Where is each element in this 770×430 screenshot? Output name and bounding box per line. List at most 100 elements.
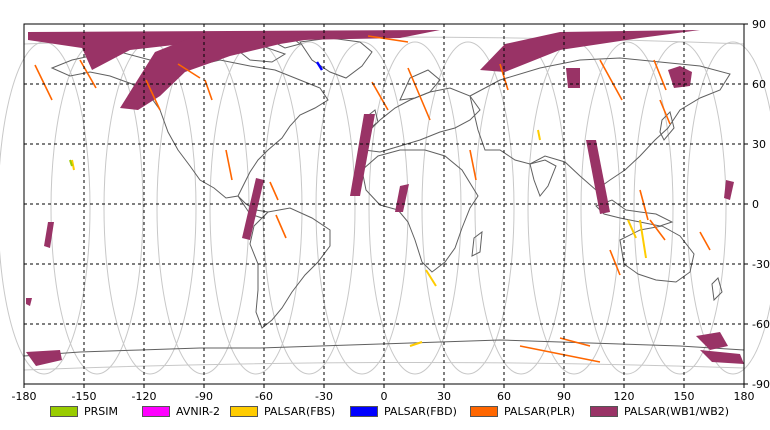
orbit-track [686,41,770,375]
y-tick-label: 0 [752,198,759,211]
y-tick-label: -60 [752,318,770,331]
x-tick-label: 150 [674,390,695,403]
coast-scandinavia [399,69,441,101]
plr-track [469,149,477,181]
x-tick-label: 120 [614,390,635,403]
legend-swatch [470,405,498,417]
wb-swath [724,180,734,200]
plr-track [225,149,233,181]
plr-track [699,231,711,251]
orbit-track [368,41,462,375]
plr-track [659,99,671,125]
plr-track [371,81,389,111]
wb-swath [696,332,728,350]
wb-swath [242,178,264,240]
plr-track [499,63,509,91]
x-tick-label: -30 [315,390,333,403]
coast-asia [469,57,731,191]
plr-track [177,63,201,79]
fbs-track [639,219,647,259]
plr-track [145,79,161,111]
fbs-track [409,341,423,347]
legend-item-palsar-fbs: PALSAR(FBS) [230,402,335,420]
wb-swath [395,184,409,212]
orbit-tracks [0,36,770,375]
coast-madagascar [471,230,483,257]
wb-swath [700,350,744,364]
plr-track [275,214,287,239]
legend-label: PALSAR(PLR) [504,404,575,418]
x-tick-label: 30 [437,390,451,403]
legend-label: PRSIM [84,404,118,418]
plr-track [599,59,623,101]
coast-indonesia [595,199,674,227]
plr-track [367,35,409,43]
plr-track [34,64,53,101]
x-tick-label: 0 [381,390,388,403]
legend-swatch [590,405,618,417]
legend-label: AVNIR-2 [176,404,220,418]
coast-antarctica [23,339,745,357]
legend-label: PALSAR(WB1/WB2) [624,404,730,418]
orbit-track [262,41,356,375]
plr-track [407,67,431,121]
coast-australia [619,225,695,283]
legend-swatch [142,405,170,417]
y-tick-label: 90 [752,18,766,31]
fbs-track [425,269,437,287]
fbs-track [537,129,541,141]
wb-swath [26,298,32,306]
legend: PRSIM AVNIR-2 PALSAR(FBS) PALSAR(FBD) PA… [50,402,750,420]
orbit-track [580,41,674,375]
wb-swath [28,30,440,70]
coast-new-zealand [711,277,723,302]
grid [23,23,748,388]
plr-track [204,79,213,101]
coast-europe [363,87,481,153]
wb-swath [668,66,692,88]
plr-track [653,59,667,91]
wb-swath [566,68,580,88]
plr-track [649,219,666,241]
tick-labels: -180 -150 -120 -90 -60 -30 0 30 60 90 120 150 180 90 6… [12,18,770,403]
legend-item-palsar-fbd: PALSAR(FBD) [350,402,457,420]
prsim-track [69,159,73,167]
y-tick-label: -90 [752,378,770,391]
legend-item-palsar-plr: PALSAR(PLR) [470,402,575,420]
plr-track [559,337,591,347]
legend-label: PALSAR(FBS) [264,404,336,418]
plr-track [639,189,649,221]
plr-track [79,59,97,89]
observation-swaths [26,30,744,366]
wb-swath [120,36,330,110]
coast-south-america [249,207,331,329]
x-tick-label: -90 [195,390,213,403]
fbs-track [627,219,637,239]
legend-item-avnir2: AVNIR-2 [142,402,220,420]
wb-swath [26,350,62,366]
plot-frame [23,23,745,385]
legend-swatch [350,405,378,417]
legend-item-palsar-wb: PALSAR(WB1/WB2) [590,402,729,420]
legend-item-prsim: PRSIM [50,402,118,420]
wb-swath [586,140,610,214]
legend-swatch [50,405,78,417]
plr-track [269,181,279,201]
wb-swath [44,222,54,248]
y-tick-label: 30 [752,138,766,151]
y-tick-label: -30 [752,258,770,271]
plr-track [609,249,621,276]
wb-swath [350,114,375,196]
plr-track [519,345,601,363]
legend-swatch [230,405,258,417]
orbit-track [315,41,409,375]
x-tick-label: 180 [734,390,755,403]
x-tick-label: -120 [132,390,157,403]
fbs-track [71,159,75,171]
x-tick-label: 60 [497,390,511,403]
x-tick-label: 90 [557,390,571,403]
fbd-track [315,61,324,71]
wb-swath [480,30,700,72]
coast-japan [659,111,675,141]
orbit-track [421,41,515,375]
